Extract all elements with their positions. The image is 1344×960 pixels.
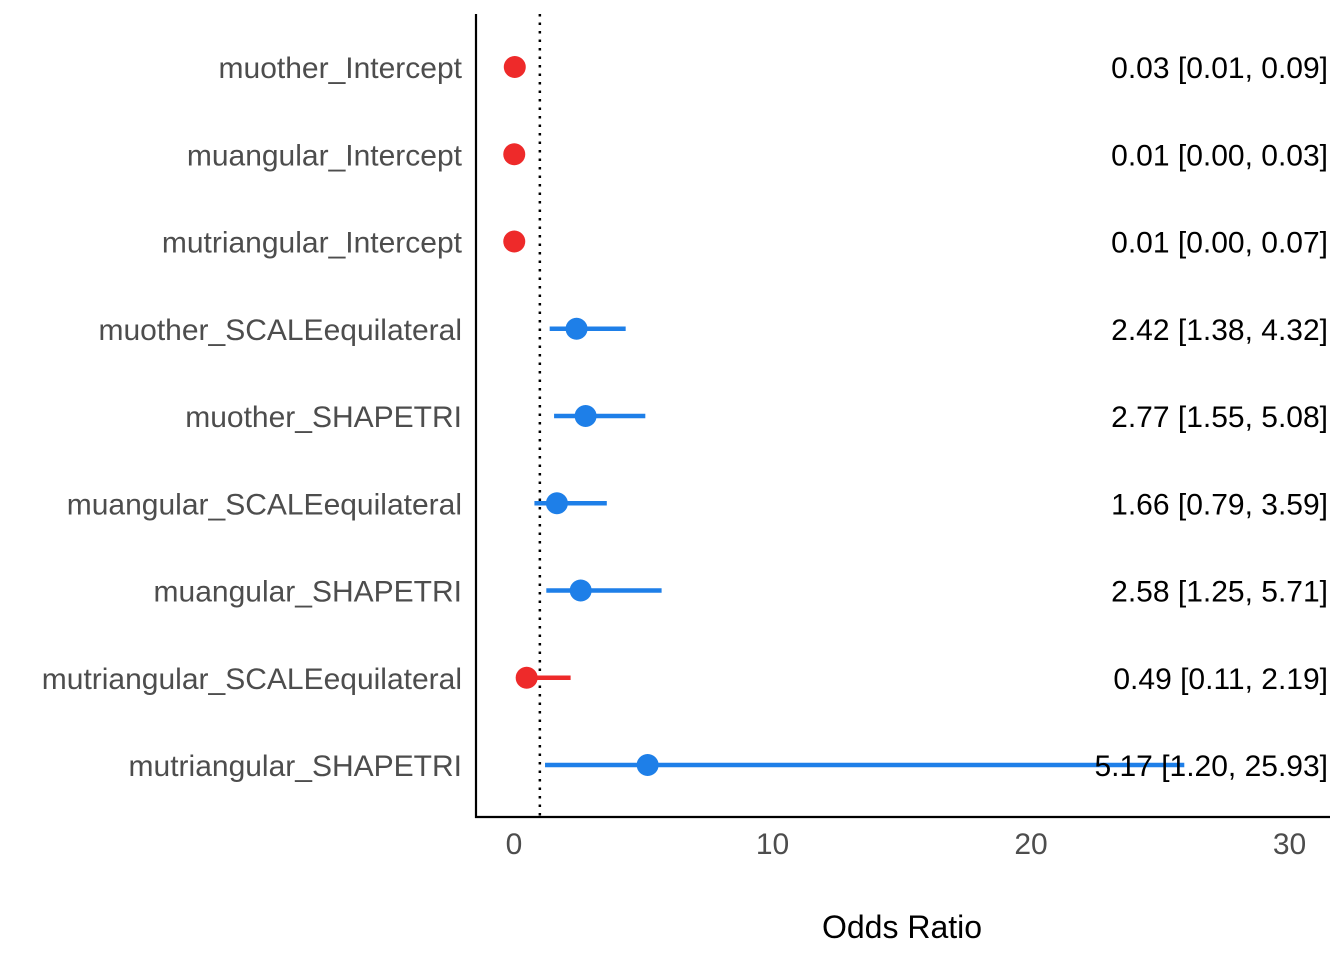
term-label: muangular_SHAPETRI xyxy=(154,576,462,609)
x-tick-label: 10 xyxy=(756,828,789,861)
term-label: mutriangular_Intercept xyxy=(162,227,463,260)
estimate-label: 2.58 [1.25, 5.71] xyxy=(1111,576,1328,609)
x-axis-title: Odds Ratio xyxy=(822,909,982,945)
estimate-label: 0.01 [0.00, 0.07] xyxy=(1111,227,1328,260)
term-label: muangular_SCALEequilateral xyxy=(67,488,462,521)
term-label: muother_Intercept xyxy=(219,52,463,85)
term-label: muother_SCALEequilateral xyxy=(98,314,462,347)
point-estimate xyxy=(636,754,659,776)
x-tick-label: 20 xyxy=(1014,828,1047,861)
x-tick-label: 0 xyxy=(506,828,523,861)
point-estimate xyxy=(545,492,568,515)
point-estimate xyxy=(503,56,526,78)
term-label: muangular_Intercept xyxy=(187,139,463,172)
estimate-label: 0.03 [0.01, 0.09] xyxy=(1111,52,1328,85)
term-label: muother_SHAPETRI xyxy=(185,401,462,434)
point-estimate xyxy=(503,143,526,166)
estimate-label: 5.17 [1.20, 25.93] xyxy=(1094,750,1328,783)
point-estimate xyxy=(515,666,538,689)
term-label: mutriangular_SHAPETRI xyxy=(129,750,462,783)
estimate-label: 0.49 [0.11, 2.19] xyxy=(1113,663,1328,696)
point-estimate xyxy=(503,230,526,253)
estimate-label: 0.01 [0.00, 0.03] xyxy=(1111,139,1328,172)
term-label: mutriangular_SCALEequilateral xyxy=(42,663,462,696)
point-estimate xyxy=(569,579,592,602)
estimate-label: 2.77 [1.55, 5.08] xyxy=(1111,401,1328,434)
x-tick-label: 30 xyxy=(1273,828,1306,861)
estimate-label: 2.42 [1.38, 4.32] xyxy=(1111,314,1328,347)
point-estimate xyxy=(574,405,597,427)
estimate-label: 1.66 [0.79, 3.59] xyxy=(1111,488,1328,521)
point-estimate xyxy=(565,317,588,340)
